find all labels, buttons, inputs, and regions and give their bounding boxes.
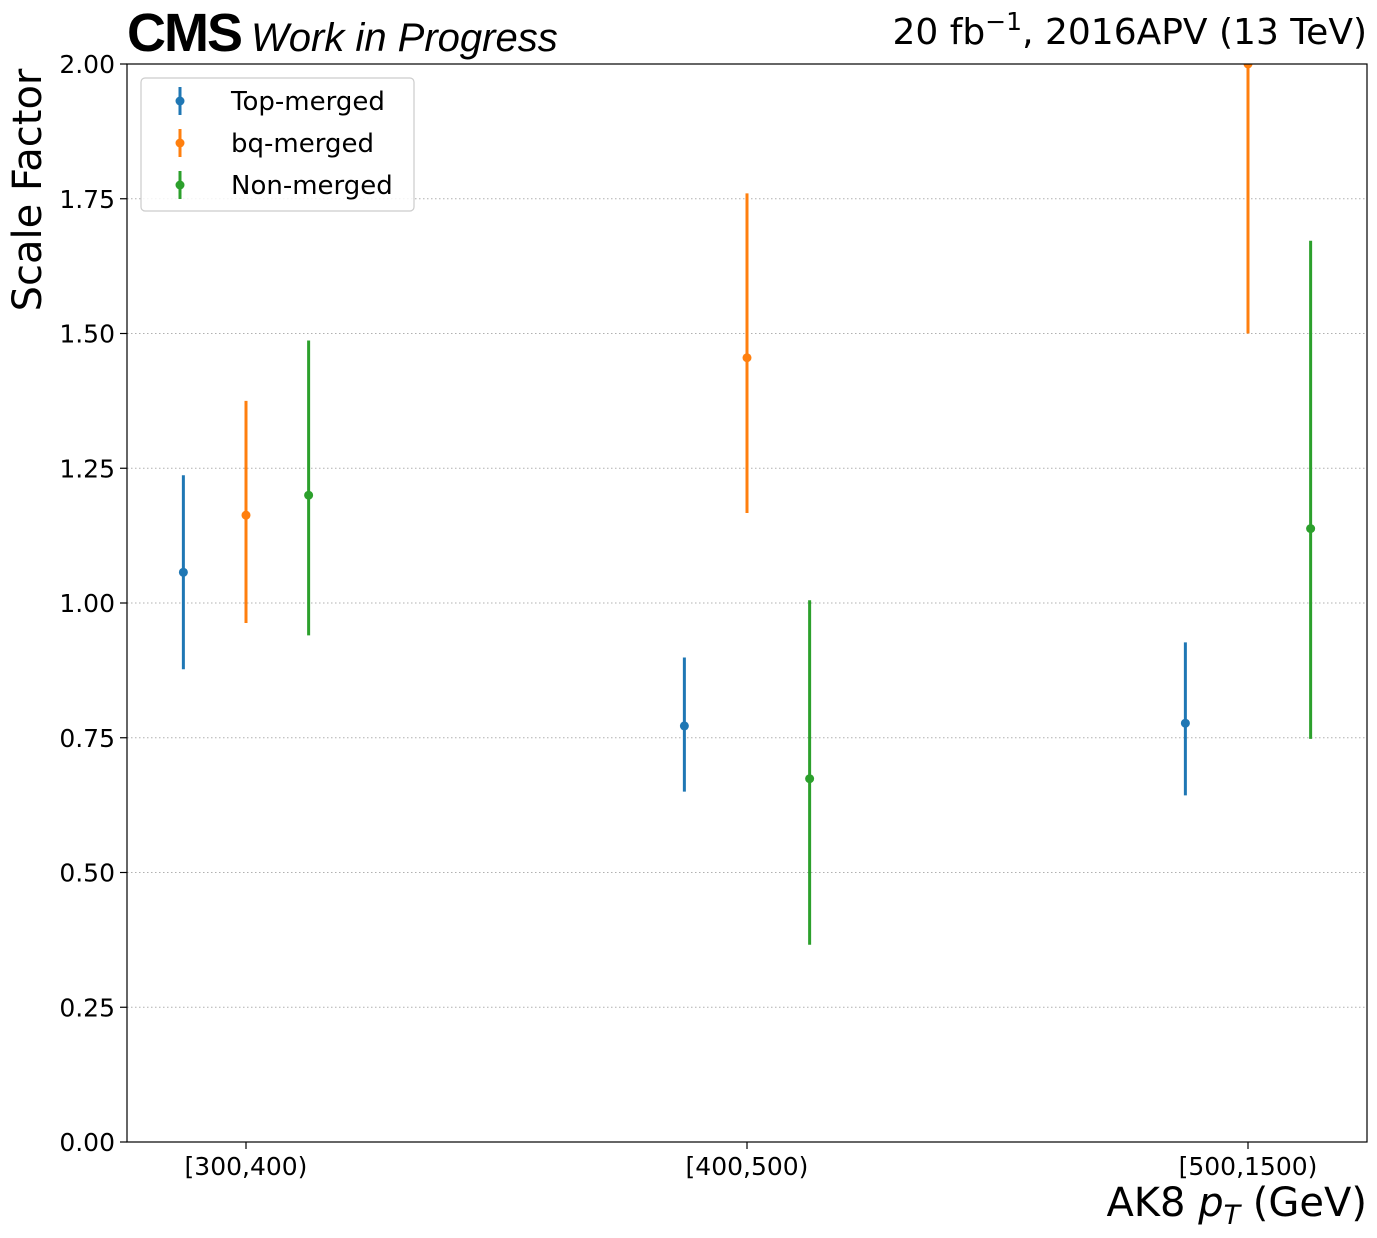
- data-point: [1180, 718, 1190, 728]
- legend-label: Top-merged: [230, 87, 385, 117]
- legend-entry: Top-merged: [175, 87, 385, 117]
- x-axis-label: AK8 pT (GeV): [1106, 1180, 1367, 1229]
- y-tick-label: 1.75: [59, 185, 115, 214]
- x-axis-ticks: [300,400) [400,500) [500,1500): [185, 1142, 1318, 1181]
- lumi-exponent: −1: [985, 7, 1023, 36]
- series-bq-merged: [241, 64, 1253, 623]
- legend-label: bq-merged: [231, 129, 374, 159]
- legend-entry: Non-merged: [175, 171, 393, 201]
- x-tick-label: [400,500): [686, 1152, 809, 1181]
- data-point: [1306, 524, 1316, 534]
- y-tick-label: 1.50: [59, 320, 115, 349]
- data-series: [178, 64, 1316, 945]
- xlabel-prefix: AK8: [1106, 1180, 1199, 1226]
- cms-label: CMS Work in Progress: [127, 2, 558, 64]
- y-tick-label: 0.00: [59, 1128, 115, 1157]
- legend-marker-dot: [175, 96, 185, 106]
- y-tick-label: 0.50: [59, 859, 115, 888]
- lumi-prefix: 20 fb: [892, 12, 986, 53]
- xlabel-subscript: T: [1223, 1200, 1241, 1231]
- series-non-merged: [304, 240, 1316, 945]
- status-label: Work in Progress: [251, 16, 558, 60]
- legend-label: Non-merged: [231, 171, 393, 201]
- data-point: [178, 567, 188, 577]
- luminosity-label: 20 fb−1, 2016APV (13 TeV): [892, 9, 1367, 53]
- data-point: [304, 490, 314, 500]
- experiment-label: CMS: [127, 3, 243, 63]
- data-point: [805, 774, 815, 784]
- legend-marker-dot: [175, 180, 185, 190]
- y-tick-label: 0.75: [59, 724, 115, 753]
- y-axis-label: Scale Factor: [5, 68, 51, 312]
- legend-entry: bq-merged: [175, 129, 374, 159]
- data-point: [241, 510, 251, 520]
- y-tick-label: 1.25: [59, 454, 115, 483]
- legend-frame: [140, 77, 415, 212]
- y-tick-label: 0.25: [59, 993, 115, 1022]
- xlabel-suffix: (GeV): [1240, 1180, 1367, 1226]
- y-axis-ticks: 0.00 0.25 0.50 0.75 1.00 1.25 1.50 1.75 2.00: [59, 50, 127, 1157]
- data-point: [679, 721, 689, 731]
- y-tick-label: 2.00: [59, 50, 115, 79]
- x-tick-label: [500,1500): [1179, 1152, 1318, 1181]
- series-top-merged: [178, 475, 1190, 796]
- x-tick-label: [300,400): [185, 1152, 308, 1181]
- legend-marker-dot: [175, 138, 185, 148]
- data-point: [742, 353, 752, 363]
- legend: Top-merged bq-merged Non-merged: [140, 77, 415, 212]
- plot-frame: [126, 63, 1368, 1143]
- y-tick-label: 1.00: [59, 589, 115, 618]
- lumi-suffix: , 2016APV (13 TeV): [1022, 12, 1367, 53]
- xlabel-variable: p: [1198, 1180, 1224, 1226]
- data-point: [1243, 64, 1253, 69]
